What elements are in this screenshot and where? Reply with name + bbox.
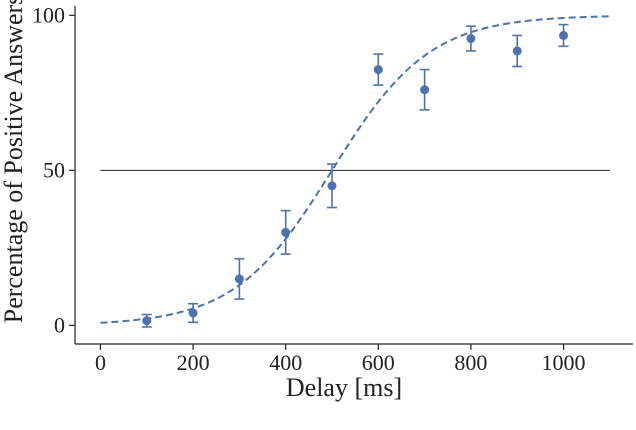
x-tick-label: 200 <box>177 350 210 375</box>
x-tick-label: 800 <box>454 350 487 375</box>
data-points-group <box>141 23 569 328</box>
y-tick-label: 0 <box>54 312 65 337</box>
data-point <box>420 85 430 95</box>
axes: 0 200 400 600 800 1000 0 50 100 <box>32 2 633 375</box>
data-point <box>281 227 291 237</box>
y-axis-label: Percentage of Positive Answers <box>0 0 28 323</box>
data-point <box>142 316 152 326</box>
data-point <box>512 46 522 56</box>
y-tick-label: 50 <box>43 157 65 182</box>
y-tick-label: 100 <box>32 2 65 27</box>
data-point <box>234 274 244 284</box>
data-point <box>188 308 198 318</box>
x-tick-label: 1000 <box>542 350 586 375</box>
data-point <box>373 65 383 75</box>
x-axis-label: Delay [ms] <box>286 373 402 402</box>
data-point <box>327 181 337 191</box>
x-tick-label: 600 <box>362 350 395 375</box>
fitted-curve <box>100 15 610 324</box>
x-tick-label: 0 <box>95 350 106 375</box>
axis-labels: Delay [ms] Percentage of Positive Answers <box>0 0 402 402</box>
fitted-curve-group <box>100 15 610 324</box>
data-point <box>559 30 569 40</box>
data-point <box>466 34 476 44</box>
x-tick-label: 400 <box>269 350 302 375</box>
